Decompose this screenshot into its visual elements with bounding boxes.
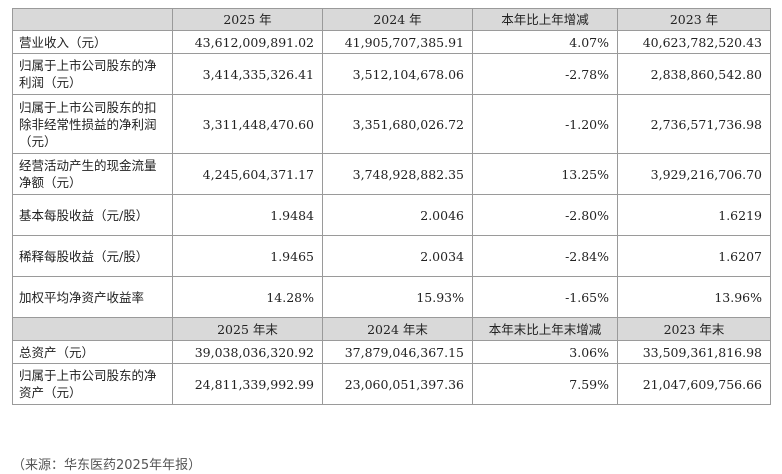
table-cell: 3,748,928,882.35 — [322, 153, 473, 195]
table-cell: 13.96% — [617, 276, 771, 318]
column-header: 2024 年末 — [322, 317, 473, 341]
column-header: 2023 年 — [617, 8, 771, 31]
table-cell: 14.28% — [172, 276, 323, 318]
table-cell: -1.65% — [472, 276, 618, 318]
row-label: 基本每股收益（元/股） — [12, 194, 173, 236]
column-header: 2025 年 — [172, 8, 323, 31]
row-label: 总资产（元） — [12, 340, 173, 364]
table-cell: 13.25% — [472, 153, 618, 195]
table-cell: 3,351,680,026.72 — [322, 94, 473, 154]
table-header-row: 2025 年末 2024 年末 本年末比上年末增减 2023 年末 — [12, 317, 771, 341]
column-header: 2024 年 — [322, 8, 473, 31]
table-cell: -2.78% — [472, 53, 618, 95]
table-cell: 23,060,051,397.36 — [322, 363, 473, 405]
column-header: 本年末比上年末增减 — [472, 317, 618, 341]
row-label: 归属于上市公司股东的净利润（元） — [12, 53, 173, 95]
table-cell: 2,838,860,542.80 — [617, 53, 771, 95]
table-cell: -1.20% — [472, 94, 618, 154]
table-row: 稀释每股收益（元/股） 1.9465 2.0034 -2.84% 1.6207 — [12, 235, 771, 277]
row-label: 归属于上市公司股东的扣除非经常性损益的净利润（元） — [12, 94, 173, 154]
table-cell: 40,623,782,520.43 — [617, 30, 771, 54]
table-cell: 1.6219 — [617, 194, 771, 236]
column-header: 2023 年末 — [617, 317, 771, 341]
table-cell: 1.6207 — [617, 235, 771, 277]
row-label: 经营活动产生的现金流量净额（元） — [12, 153, 173, 195]
table-cell: 3,929,216,706.70 — [617, 153, 771, 195]
column-header — [12, 317, 173, 341]
table-cell: 7.59% — [472, 363, 618, 405]
column-header: 2025 年末 — [172, 317, 323, 341]
table-row: 基本每股收益（元/股） 1.9484 2.0046 -2.80% 1.6219 — [12, 194, 771, 236]
table-cell: 3,512,104,678.06 — [322, 53, 473, 95]
table-cell: 24,811,339,992.99 — [172, 363, 323, 405]
table-cell: 21,047,609,756.66 — [617, 363, 771, 405]
table-row: 归属于上市公司股东的净资产（元） 24,811,339,992.99 23,060,… — [12, 363, 771, 405]
table-cell: 4,245,604,371.17 — [172, 153, 323, 195]
financial-table-container: 2025 年 2024 年本年比上年增减 2023 年营业收入（元） 43,612,0… — [12, 8, 771, 405]
table-cell: 43,612,009,891.02 — [172, 30, 323, 54]
table-cell: 2.0034 — [322, 235, 473, 277]
table-cell: 4.07% — [472, 30, 618, 54]
table-cell: 2,736,571,736.98 — [617, 94, 771, 154]
table-row: 营业收入（元） 43,612,009,891.02 41,905,707,385.9… — [12, 30, 771, 54]
table-cell: 41,905,707,385.91 — [322, 30, 473, 54]
table-cell: 39,038,036,320.92 — [172, 340, 323, 364]
table-cell: 3,311,448,470.60 — [172, 94, 323, 154]
table-cell: 33,509,361,816.98 — [617, 340, 771, 364]
table-cell: -2.84% — [472, 235, 618, 277]
table-cell: 37,879,046,367.15 — [322, 340, 473, 364]
table-cell: 1.9484 — [172, 194, 323, 236]
row-label: 加权平均净资产收益率 — [12, 276, 173, 318]
column-header — [12, 8, 173, 31]
table-row: 加权平均净资产收益率 14.28% 15.93% -1.65% 13.96% — [12, 276, 771, 318]
table-cell: -2.80% — [472, 194, 618, 236]
source-note: （来源：华东医药2025年年报） — [12, 458, 202, 473]
row-label: 归属于上市公司股东的净资产（元） — [12, 363, 173, 405]
table-cell: 3.06% — [472, 340, 618, 364]
financial-summary-table: 2025 年 2024 年本年比上年增减 2023 年营业收入（元） 43,612,0… — [12, 8, 771, 405]
table-cell: 2.0046 — [322, 194, 473, 236]
table-cell: 1.9465 — [172, 235, 323, 277]
table-header-row: 2025 年 2024 年本年比上年增减 2023 年 — [12, 8, 771, 31]
table-cell: 3,414,335,326.41 — [172, 53, 323, 95]
table-row: 总资产（元） 39,038,036,320.92 37,879,046,367.15… — [12, 340, 771, 364]
row-label: 营业收入（元） — [12, 30, 173, 54]
table-row: 归属于上市公司股东的扣除非经常性损益的净利润（元） 3,311,448,470.6… — [12, 94, 771, 154]
table-row: 经营活动产生的现金流量净额（元） 4,245,604,371.17 3,748,92… — [12, 153, 771, 195]
column-header: 本年比上年增减 — [472, 8, 618, 31]
table-cell: 15.93% — [322, 276, 473, 318]
row-label: 稀释每股收益（元/股） — [12, 235, 173, 277]
table-row: 归属于上市公司股东的净利润（元） 3,414,335,326.41 3,512,10… — [12, 53, 771, 95]
